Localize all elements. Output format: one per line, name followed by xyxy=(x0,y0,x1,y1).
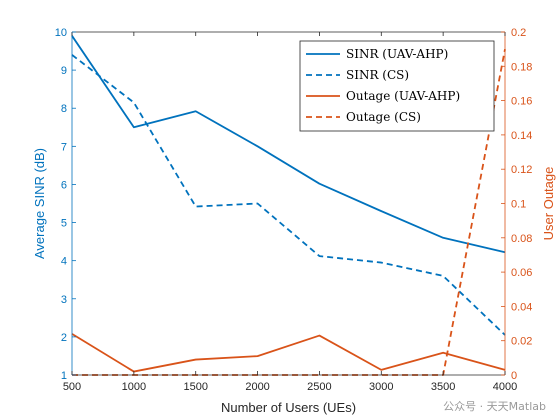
y-right-tick-label: 0.1 xyxy=(511,199,526,211)
y-left-tick-label: 4 xyxy=(61,256,67,268)
x-tick-label: 3500 xyxy=(431,381,455,393)
x-tick-label: 2000 xyxy=(245,381,269,393)
x-tick-label: 2500 xyxy=(307,381,331,393)
y-axis-left-label: Average SINR (dB) xyxy=(32,148,47,259)
y-right-tick-label: 0.18 xyxy=(511,61,532,73)
x-axis-label: Number of Users (UEs) xyxy=(221,400,356,415)
y-right-tick-label: 0.08 xyxy=(511,233,532,245)
legend-label-3: Outage (UAV-AHP) xyxy=(346,89,460,103)
series-line-1 xyxy=(71,35,506,254)
legend-label-2: SINR (CS) xyxy=(346,68,409,82)
watermark: 公众号 · 天天Matlab xyxy=(443,400,546,413)
y-left-tick-label: 8 xyxy=(61,103,67,115)
series-line-3 xyxy=(71,333,506,373)
ticks-layer: 500 1000 1500 2000 2500 3000 3500 4000 1 2 3 4 5 6 7 8 9… xyxy=(55,27,533,393)
legend-box xyxy=(299,40,495,132)
legend-label-1: SINR (UAV-AHP) xyxy=(346,47,448,61)
y-right-tick-label: 0.16 xyxy=(511,96,532,108)
y-right-tick-label: 0.06 xyxy=(511,267,532,279)
x-tick-label: 1500 xyxy=(183,381,207,393)
series-line-2 xyxy=(71,54,506,336)
y-right-tick-label: 0.14 xyxy=(511,130,532,142)
y-right-tick-label: 0.02 xyxy=(511,336,532,348)
y-left-tick-label: 5 xyxy=(61,218,67,230)
y-left-tick-label: 7 xyxy=(61,141,67,153)
y-right-tick-label: 0.2 xyxy=(511,27,526,39)
y-left-tick-label: 10 xyxy=(55,27,67,39)
y-left-tick-label: 6 xyxy=(61,179,67,191)
x-tick-label: 500 xyxy=(63,381,81,393)
x-tick-label: 3000 xyxy=(369,381,393,393)
y-left-tick-label: 1 xyxy=(61,370,67,382)
y-right-tick-label: 0 xyxy=(511,370,517,382)
y-right-tick-label: 0.04 xyxy=(511,301,532,313)
y-axis-right-label: User Outage xyxy=(541,167,556,241)
y-left-tick-label: 2 xyxy=(61,332,67,344)
y-right-tick-label: 0.12 xyxy=(511,164,532,176)
x-tick-label: 4000 xyxy=(493,381,517,393)
legend-label-4: Outage (CS) xyxy=(346,110,421,124)
legend: SINR (UAV-AHP) SINR (CS) Outage (UAV-AHP) O… xyxy=(299,40,495,132)
y-left-tick-label: 9 xyxy=(61,65,67,77)
y-left-tick-label: 3 xyxy=(61,294,67,306)
x-tick-label: 1000 xyxy=(122,381,146,393)
